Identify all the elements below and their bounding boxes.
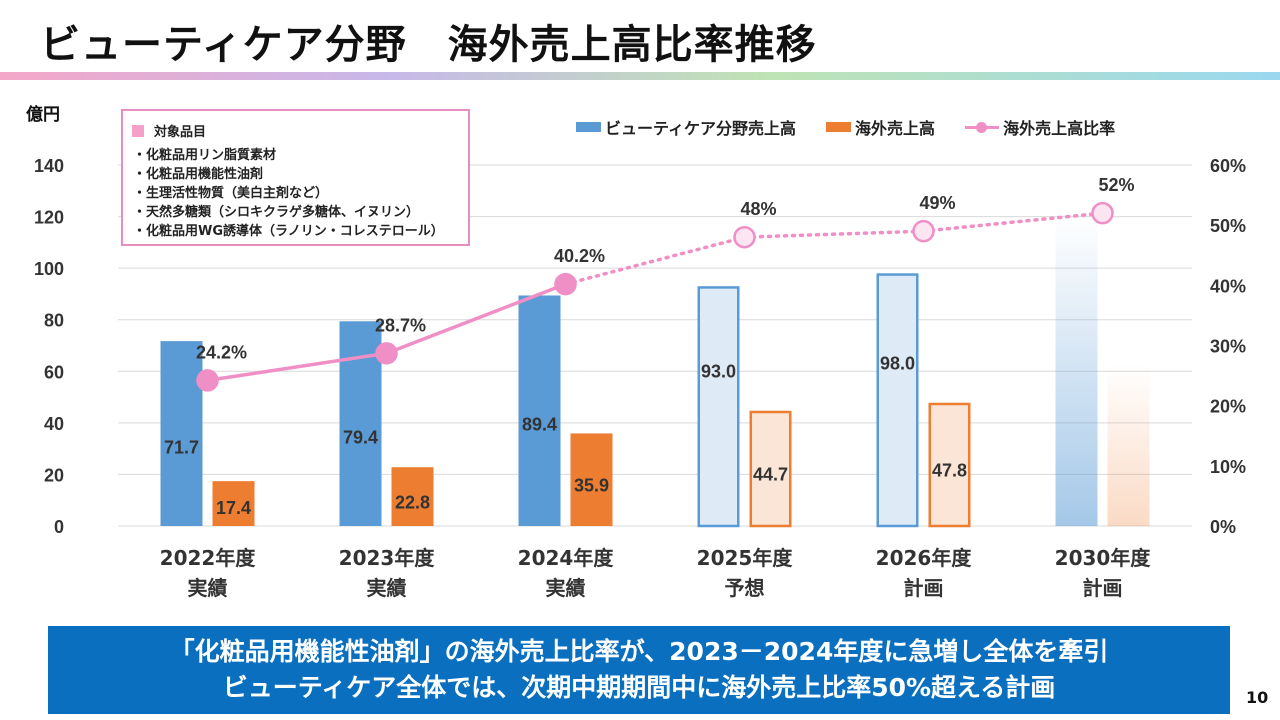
- x-axis-category-label: 2022年度: [160, 546, 257, 570]
- y-axis-unit-label: 億円: [26, 105, 60, 125]
- legend-item-overseas-ratio: 海外売上高比率: [965, 115, 1115, 139]
- pink-line-marker-icon: [965, 122, 1000, 133]
- y-axis-tick-label: 80: [44, 311, 64, 331]
- ratio-line-segment: [385, 282, 567, 355]
- bar-beauty-sales: [339, 321, 382, 526]
- bar-beauty-sales: [518, 295, 561, 526]
- page-title: ビューティケア分野 海外売上高比率推移: [40, 22, 817, 68]
- target-item: ・生理活性物質（美白主剤など）: [133, 186, 329, 201]
- y-axis-tick-label: 60: [44, 362, 64, 382]
- ratio-line-segment: [742, 229, 926, 239]
- y-axis-tick-label: 100: [34, 259, 64, 279]
- x-axis-category-sublabel: 実績: [188, 576, 228, 600]
- blue-swatch-icon: [576, 122, 601, 132]
- ratio-data-label: 49%: [919, 193, 955, 213]
- target-items-box: 対象品目 ・化粧品用リン脂質素材 ・化粧品用機能性油剤 ・生理活性物質（美白主剤…: [121, 109, 470, 246]
- y2-axis-tick-label: 60%: [1210, 156, 1246, 176]
- ratio-line-segment: [563, 235, 747, 286]
- x-axis-category-label: 2026年度: [876, 546, 973, 570]
- y2-axis-tick-label: 50%: [1210, 216, 1246, 236]
- summary-banner: 「化粧品用機能性油剤」の海外売上比率が、2023－2024年度に急増し全体を牽引…: [48, 626, 1230, 714]
- bar-beauty-sales: [697, 286, 740, 528]
- y-axis-tick-label: 40: [44, 414, 64, 434]
- bar-label-beauty-sales: 89.4: [522, 415, 557, 435]
- x-axis-category-sublabel: 実績: [367, 576, 407, 600]
- chart-legend: ビューティケア分野売上高 海外売上高 海外売上高比率: [576, 115, 1145, 139]
- legend-label-overseas-ratio: 海外売上高比率: [1003, 119, 1116, 138]
- target-items-list: ・化粧品用リン脂質素材 ・化粧品用機能性油剤 ・生理活性物質（美白主剤など） ・…: [133, 146, 444, 241]
- bar-label-overseas-sales: 17.4: [216, 498, 251, 518]
- legend-label-beauty-sales: ビューティケア分野売上高: [605, 119, 797, 138]
- ratio-marker: [196, 369, 219, 392]
- bar-label-beauty-sales: 98.0: [880, 353, 915, 373]
- target-item: ・化粧品用機能性油剤: [133, 167, 264, 182]
- ratio-marker: [1091, 201, 1114, 225]
- ratio-data-label: 28.7%: [375, 315, 426, 335]
- bar-label-beauty-sales: 71.7: [164, 438, 199, 458]
- target-item: ・化粧品用リン脂質素材: [133, 148, 277, 163]
- ratio-marker: [554, 272, 577, 296]
- sales-ratio-chart: 0 20 40 60 80 100 120 140 0% 10% 20% 30% 40% 50% 60% 71…: [34, 156, 1246, 600]
- orange-swatch-icon: [826, 122, 852, 132]
- bar-beauty-sales: [160, 341, 203, 526]
- bar-label-beauty-sales: 79.4: [343, 428, 378, 448]
- ratio-data-label: 24.2%: [196, 342, 247, 362]
- ratio-marker: [912, 219, 935, 243]
- bar-overseas-sales: [749, 410, 792, 528]
- bar-beauty-sales: [876, 273, 919, 528]
- y-axis-tick-label: 0: [54, 517, 64, 537]
- bar-label-overseas-sales: 35.9: [574, 476, 609, 496]
- ratio-data-label: 52%: [1098, 175, 1134, 195]
- target-item: ・化粧品用WG誘導体（ラノリン・コレステロール）: [133, 224, 444, 239]
- y2-axis-tick-label: 20%: [1210, 397, 1246, 417]
- y-axis-tick-label: 20: [44, 465, 64, 485]
- banner-line-2: ビューティケア全体では、次期中期期間中に海外売上比率50%超える計画: [222, 673, 1056, 702]
- ratio-line-segment: [921, 211, 1105, 233]
- target-item: ・天然多糖類（シロキクラゲ多糖体、イヌリン）: [133, 205, 420, 220]
- bar-label-overseas-sales: 44.7: [753, 464, 788, 484]
- target-items-header: 対象品目: [132, 121, 206, 140]
- bar-beauty-sales: [1055, 216, 1098, 527]
- x-axis-category-sublabel: 実績: [546, 576, 586, 600]
- bar-overseas-sales: [570, 433, 613, 526]
- x-axis-category-sublabel: 計画: [904, 576, 944, 600]
- legend-label-overseas-sales: 海外売上高: [855, 119, 936, 138]
- target-items-header-label: 対象品目: [154, 125, 207, 140]
- y-axis-tick-label: 140: [34, 156, 64, 176]
- legend-item-beauty-sales: ビューティケア分野売上高: [576, 115, 796, 139]
- bar-label-overseas-sales: 47.8: [932, 460, 967, 480]
- bar-label-overseas-sales: 22.8: [395, 493, 430, 513]
- bar-overseas-sales: [928, 402, 971, 528]
- x-axis-category-sublabel: 計画: [1083, 576, 1123, 600]
- legend-item-overseas-sales: 海外売上高: [826, 115, 935, 139]
- y2-axis-tick-label: 40%: [1210, 276, 1246, 296]
- x-axis-category-label: 2023年度: [339, 546, 436, 570]
- bar-overseas-sales: [391, 467, 434, 526]
- x-axis-category-label: 2024年度: [518, 546, 615, 570]
- title-gradient-bar: [0, 72, 1280, 80]
- x-axis-category-sublabel: 予想: [725, 576, 765, 600]
- bar-overseas-sales: [1107, 363, 1150, 526]
- x-axis-category-label: 2025年度: [697, 546, 794, 570]
- page-number: 10: [1246, 688, 1269, 707]
- y-axis-tick-label: 120: [34, 208, 64, 228]
- ratio-marker: [375, 342, 398, 365]
- pink-square-icon: [132, 124, 144, 137]
- banner-line-1: 「化粧品用機能性油剤」の海外売上比率が、2023－2024年度に急増し全体を牽引: [169, 637, 1109, 666]
- ratio-marker: [733, 225, 756, 249]
- ratio-line-segment: [207, 351, 387, 383]
- x-axis-category-label: 2030年度: [1055, 546, 1152, 570]
- ratio-data-label: 48%: [740, 199, 776, 219]
- y2-axis-tick-label: 10%: [1210, 457, 1246, 477]
- bar-overseas-sales: [212, 481, 255, 526]
- bar-label-beauty-sales: 93.0: [701, 361, 736, 381]
- ratio-data-label: 40.2%: [554, 246, 605, 266]
- y2-axis-tick-label: 0%: [1210, 517, 1236, 537]
- y2-axis-tick-label: 30%: [1210, 337, 1246, 357]
